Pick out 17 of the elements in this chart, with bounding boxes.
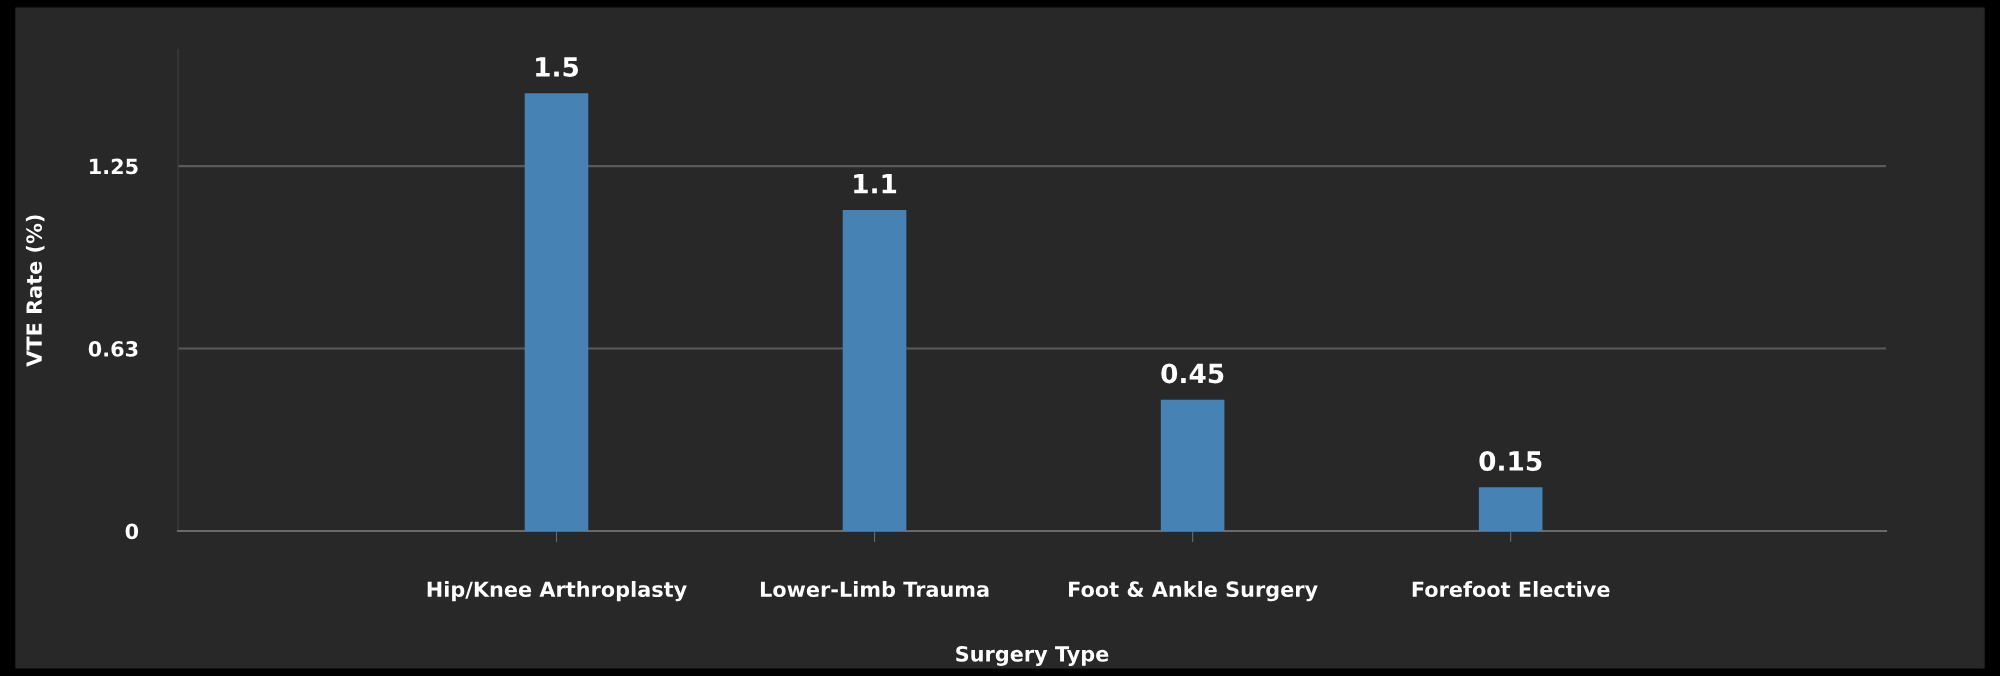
x-tick-label: Forefoot Elective	[1412, 581, 1610, 598]
x-axis-title: Surgery Type	[956, 645, 1109, 666]
bar	[1160, 399, 1225, 531]
x-tick-label: Lower-Limb Trauma	[760, 581, 989, 598]
data-label: 1.1	[854, 174, 897, 194]
y-tick-label: 0.63	[88, 341, 138, 357]
bar	[1478, 487, 1543, 531]
data-label: 0.15	[1479, 451, 1542, 471]
y-tick-label: 1.25	[90, 158, 138, 175]
x-tick-label: Hip/Knee Arthroplasty	[427, 581, 687, 602]
x-tick-label: Foot & Ankle Surgery	[1069, 581, 1318, 602]
y-tick-label: 0	[125, 523, 139, 540]
y-axis-title: VTE Rate (%)	[25, 215, 45, 367]
bar	[524, 93, 589, 531]
bar	[842, 209, 907, 531]
data-label: 1.5	[536, 57, 579, 77]
data-label: 0.45	[1161, 363, 1224, 384]
